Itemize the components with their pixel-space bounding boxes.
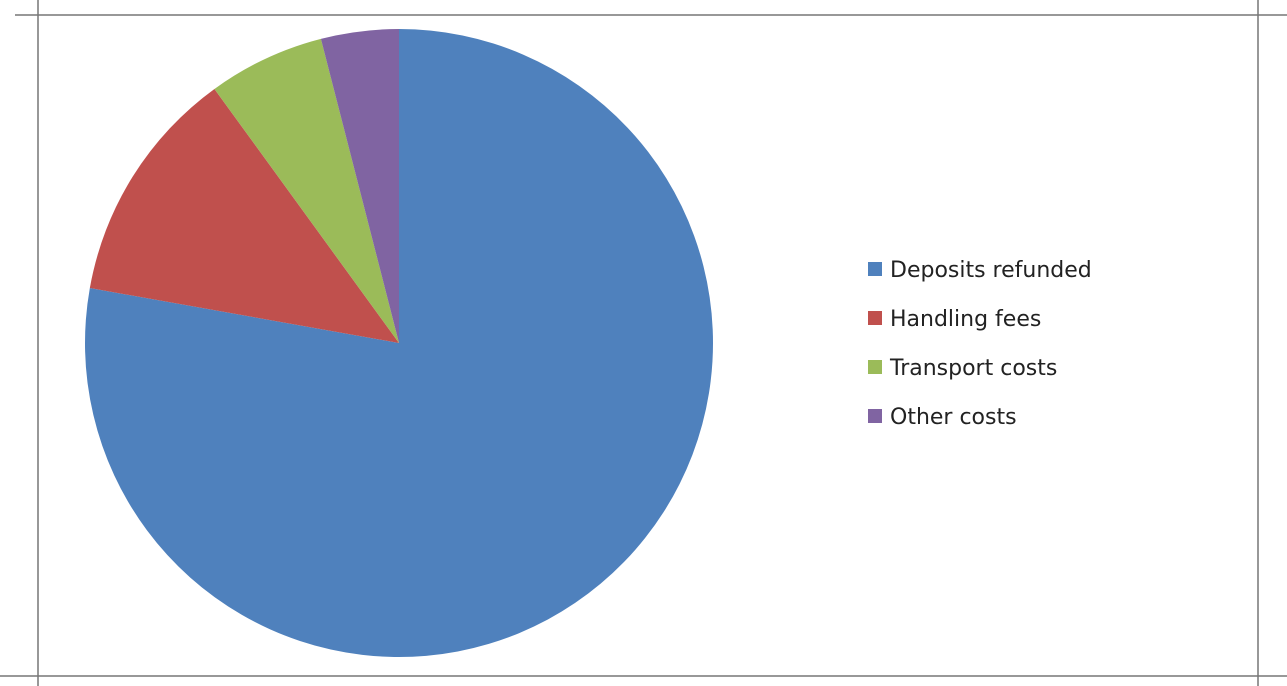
pie-slice-other-costs: [320, 29, 399, 343]
legend-label-deposits-refunded: Deposits refunded: [890, 258, 1092, 283]
legend-swatch-deposits-refunded: [868, 262, 882, 276]
pie-slice-deposits-refunded: [85, 29, 714, 657]
legend: Deposits refunded Handling fees Transport …: [868, 258, 1092, 430]
legend-label-handling-fees: Handling fees: [890, 307, 1041, 332]
legend-swatch-handling-fees: [868, 311, 882, 325]
legend-swatch-transport-costs: [868, 360, 882, 374]
pie-slice-transport-costs: [214, 38, 399, 344]
pie: [85, 29, 714, 657]
legend-label-transport-costs: Transport costs: [889, 356, 1057, 381]
legend-swatch-other-costs: [868, 409, 882, 423]
pie-slice-handling-fees: [89, 88, 399, 343]
legend-label-other-costs: Other costs: [890, 405, 1017, 430]
